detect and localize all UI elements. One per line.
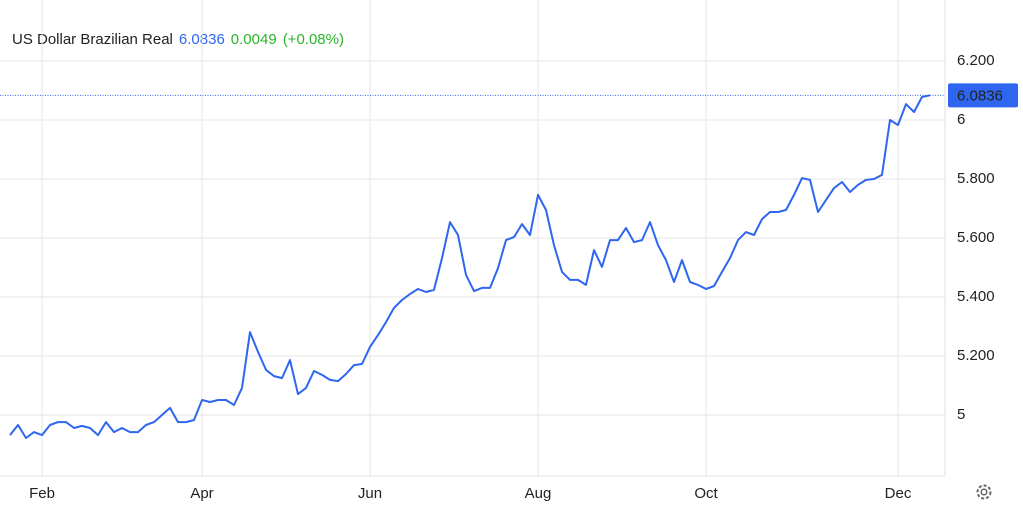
x-tick-label: Dec bbox=[885, 485, 912, 502]
x-tick-label: Feb bbox=[29, 485, 55, 502]
chart-title: US Dollar Brazilian Real bbox=[12, 31, 173, 48]
gear-hub bbox=[980, 488, 988, 496]
y-tick-label: 5.200 bbox=[957, 347, 995, 364]
x-tick-label: Aug bbox=[525, 485, 552, 502]
y-tick-label: 5 bbox=[957, 406, 965, 423]
price-line bbox=[9, 94, 931, 439]
y-tick-label: 5.400 bbox=[957, 288, 995, 305]
last-price-tag bbox=[948, 83, 1018, 108]
x-tick-label: Jun bbox=[358, 485, 382, 502]
y-tick-label: 6.200 bbox=[957, 52, 995, 69]
y-tick-label: 5.600 bbox=[957, 229, 995, 246]
y-tick-label: 5.800 bbox=[957, 170, 995, 187]
gear-icon bbox=[976, 484, 992, 500]
y-tick-label: 6 bbox=[957, 111, 965, 128]
x-tick-label: Oct bbox=[694, 485, 718, 502]
header: US Dollar Brazilian Real 6.0836 0.0049 (+0.… bbox=[12, 31, 344, 48]
settings-button[interactable] bbox=[976, 484, 992, 500]
last-price-label: 6.0836 bbox=[957, 87, 1003, 104]
x-tick-label: Apr bbox=[190, 485, 213, 502]
change-pct: (+0.08%) bbox=[283, 31, 344, 48]
change: 0.0049 bbox=[231, 31, 277, 48]
